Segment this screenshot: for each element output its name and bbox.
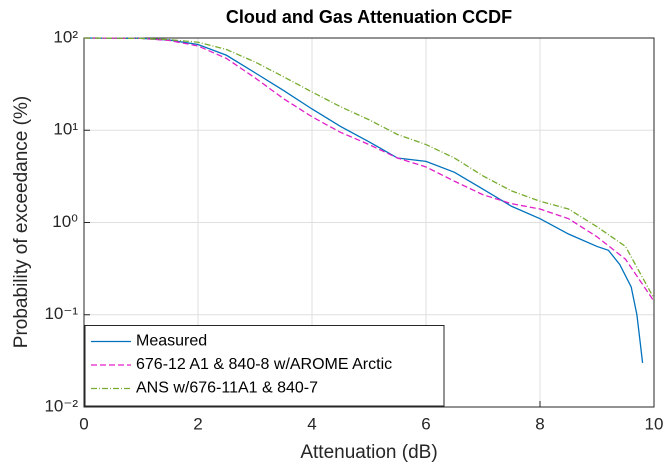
y-tick-label: 10⁻²	[44, 396, 78, 415]
x-axis-label: Attenuation (dB)	[300, 442, 437, 463]
y-tick-label: 10¹	[53, 120, 78, 139]
y-tick-label: 10²	[53, 27, 78, 46]
legend-box	[84, 325, 445, 407]
legend: Measured 676-12 A1 & 840-8 w/AROME Arctic…	[84, 325, 445, 407]
x-tick-label: 6	[421, 414, 430, 433]
y-tick-label: 10⁻¹	[44, 304, 78, 323]
data-line	[83, 37, 655, 299]
y-tick-label: 10⁰	[52, 212, 78, 231]
y-axis-label: Probability of exceedance (%)	[11, 96, 32, 348]
legend-label: Measured	[136, 333, 207, 350]
x-tick-label: 8	[535, 414, 544, 433]
data-line	[83, 37, 644, 364]
axes-frame	[83, 37, 655, 408]
x-tick-label: 4	[307, 414, 316, 433]
x-tick-label: 2	[193, 414, 202, 433]
legend-label: ANS w/676-11A1 & 840-7	[136, 380, 318, 397]
x-tick-label: 10	[645, 414, 663, 433]
chart-title: Cloud and Gas Attenuation CCDF	[226, 7, 512, 27]
legend-label: 676-12 A1 & 840-8 w/AROME Arctic	[136, 356, 392, 373]
data-line	[83, 37, 655, 302]
x-tick-label: 0	[79, 414, 88, 433]
